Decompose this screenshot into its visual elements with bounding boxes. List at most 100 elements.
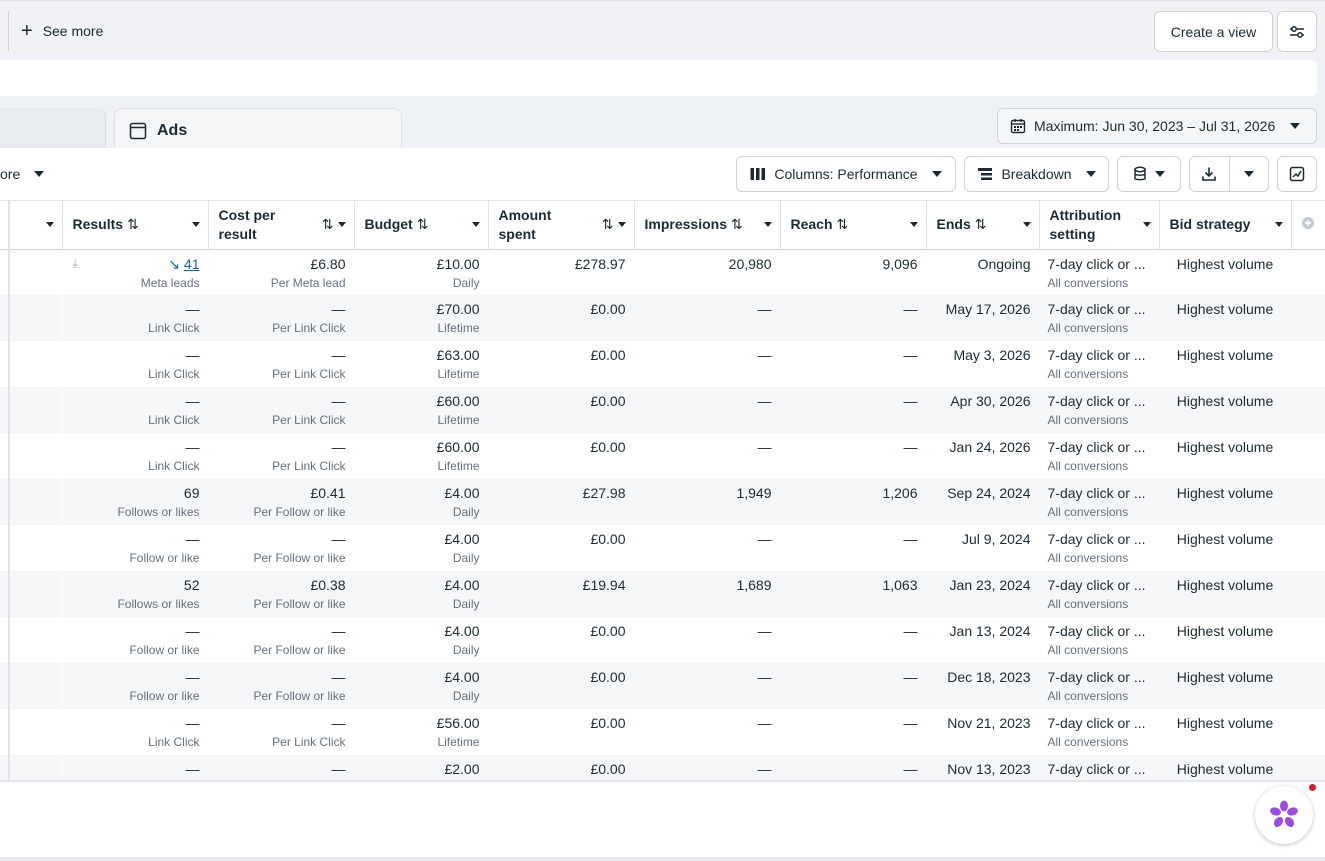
attribution-type: All conversions	[1047, 413, 1129, 427]
col-header-bid-strategy[interactable]: Bid strategy	[1159, 201, 1292, 250]
add-column-button[interactable]	[1291, 201, 1325, 250]
ends-value: Jan 24, 2026	[949, 439, 1031, 455]
date-range-picker[interactable]: Maximum: Jun 30, 2023 – Jul 31, 2026	[997, 108, 1317, 144]
cost-per-result-cell: —	[208, 755, 354, 780]
impressions-cell: —	[634, 663, 780, 709]
table-row[interactable]: 52 Follows or likes £0.38 Per Follow or lik…	[0, 571, 1325, 617]
table-row[interactable]: — — £2.00 £0.00 — — Nov 13, 2023 7-day click or…	[0, 755, 1325, 780]
reach-value: —	[903, 715, 918, 731]
table-row[interactable]: 69 Follows or likes £0.41 Per Follow or lik…	[0, 479, 1325, 525]
chevron-down-icon	[1022, 222, 1031, 227]
filter-sliders-icon	[1290, 25, 1304, 38]
reports-dropdown[interactable]	[1117, 156, 1181, 192]
budget-value: £63.00	[436, 347, 480, 363]
budget-cell: £4.00 Daily	[354, 663, 488, 709]
cpr-value: —	[331, 347, 346, 363]
see-more-button[interactable]: + See more	[8, 11, 115, 51]
row-end-cell	[1291, 341, 1325, 387]
col-header-results[interactable]: Results ⇅	[62, 201, 209, 250]
attribution-type: All conversions	[1047, 275, 1129, 290]
amount-spent-cell: £0.00	[488, 341, 634, 387]
col-header-partial[interactable]	[0, 201, 63, 250]
bid-strategy-value: Highest volume	[1176, 347, 1274, 363]
sort-icon[interactable]: ⇅	[974, 216, 987, 233]
impressions-value: —	[757, 715, 772, 731]
ends-value: Sep 24, 2024	[947, 485, 1031, 501]
amount-spent-cell: £0.00	[488, 709, 634, 755]
export-button[interactable]	[1190, 157, 1229, 191]
impressions-cell: 1,689	[634, 571, 780, 617]
sort-icon[interactable]: ⇅	[601, 216, 614, 233]
columns-icon	[750, 168, 766, 180]
amount-spent-cell: £0.00	[488, 755, 634, 780]
view-settings-button[interactable]	[1277, 11, 1317, 52]
bid-strategy-cell: Highest volume	[1159, 479, 1291, 525]
budget-type: Daily	[452, 643, 480, 657]
cost-per-result-cell: — Per Link Click	[208, 709, 354, 755]
results-cell: —	[62, 755, 208, 780]
attribution-cell: 7-day click or ... All conversions	[1039, 525, 1159, 571]
tab-ad-sets[interactable]	[0, 108, 106, 152]
col-header-reach[interactable]: Reach ⇅	[780, 201, 927, 250]
attribution-value: 7-day click or ...	[1047, 715, 1146, 731]
chart-expand-button[interactable]	[1277, 156, 1317, 192]
page-bottom-edge	[0, 857, 1325, 861]
table-row[interactable]: — Link Click — Per Link Click £63.00 Lifetime…	[0, 341, 1325, 387]
table-row[interactable]: — Link Click — Per Link Click £60.00 Lifetime…	[0, 433, 1325, 479]
table-row[interactable]: — Link Click — Per Link Click £60.00 Lifetime…	[0, 387, 1325, 433]
table-row[interactable]: — Link Click — Per Link Click £56.00 Lifetime…	[0, 709, 1325, 755]
results-link[interactable]: 41	[183, 255, 200, 272]
cost-per-result-cell: — Per Follow or like	[208, 525, 354, 571]
table-left-border	[8, 201, 10, 780]
create-view-button[interactable]: Create a view	[1154, 11, 1273, 52]
table-row[interactable]: — Link Click — Per Link Click £70.00 Lifetime…	[0, 295, 1325, 341]
sort-icon[interactable]: ⇅	[730, 216, 743, 233]
plus-icon: +	[21, 20, 33, 42]
ends-value: Dec 18, 2023	[947, 669, 1031, 685]
cpr-type: Per Meta lead	[270, 275, 346, 290]
download-icon[interactable]: ⤓	[72, 255, 78, 270]
table-row[interactable]: — Follow or like — Per Follow or like £4.00 D…	[0, 663, 1325, 709]
cost-per-result-cell: — Per Link Click	[208, 433, 354, 479]
results-value: —	[185, 531, 200, 547]
breakdown-label: Breakdown	[1001, 166, 1072, 182]
col-header-amount-spent[interactable]: Amount spent ⇅	[488, 201, 635, 250]
sort-icon[interactable]: ⇅	[321, 216, 334, 233]
ends-cell: Nov 13, 2023	[926, 755, 1039, 780]
header-budget-label: Budget	[364, 216, 413, 233]
impressions-value: 1,949	[736, 485, 772, 501]
search-filter-bar[interactable]	[0, 60, 1317, 96]
create-view-label: Create a view	[1170, 23, 1257, 40]
col-header-ends[interactable]: Ends ⇅	[926, 201, 1040, 250]
sort-icon[interactable]: ⇅	[836, 216, 849, 233]
col-header-impressions[interactable]: Impressions ⇅	[634, 201, 781, 250]
ends-cell: Jan 23, 2024	[926, 571, 1039, 617]
col-header-budget[interactable]: Budget ⇅	[354, 201, 489, 250]
export-options-dropdown[interactable]	[1228, 157, 1268, 191]
sort-icon[interactable]: ⇅	[416, 216, 429, 233]
table-row[interactable]: — Follow or like — Per Follow or like £4.00 D…	[0, 525, 1325, 571]
attribution-type: All conversions	[1047, 597, 1129, 611]
add-column-icon	[1302, 217, 1315, 230]
header-results-label: Results	[72, 216, 124, 233]
assistant-button[interactable]	[1255, 786, 1313, 844]
table-row[interactable]: — Follow or like — Per Follow or like £4.00 D…	[0, 617, 1325, 663]
more-dropdown[interactable]: ore	[0, 162, 45, 186]
sort-icon[interactable]: ⇅	[127, 216, 139, 233]
budget-value: £70.00	[436, 301, 480, 317]
col-header-attribution[interactable]: Attribution setting	[1039, 201, 1160, 250]
reach-cell: —	[780, 755, 926, 780]
columns-dropdown[interactable]: Columns: Performance	[736, 156, 956, 192]
cpr-type: Per Follow or like	[253, 689, 346, 703]
breakdown-dropdown[interactable]: Breakdown	[964, 156, 1109, 192]
attribution-value: 7-day click or ...	[1047, 347, 1146, 363]
cost-per-result-cell: — Per Link Click	[208, 387, 354, 433]
budget-type: Lifetime	[437, 413, 480, 427]
bid-strategy-value: Highest volume	[1176, 393, 1274, 409]
header-spent-label: Amount spent	[498, 206, 552, 242]
cpr-type: Per Follow or like	[253, 551, 346, 565]
tab-ads[interactable]: Ads	[114, 108, 402, 152]
col-header-cost-per-result[interactable]: Cost per result ⇅	[208, 201, 355, 250]
table-row[interactable]: ⤓ ↘ 41 Meta leads £6.80 Per Meta lead £10.00 Da…	[0, 249, 1325, 295]
results-value: 69	[183, 485, 200, 501]
